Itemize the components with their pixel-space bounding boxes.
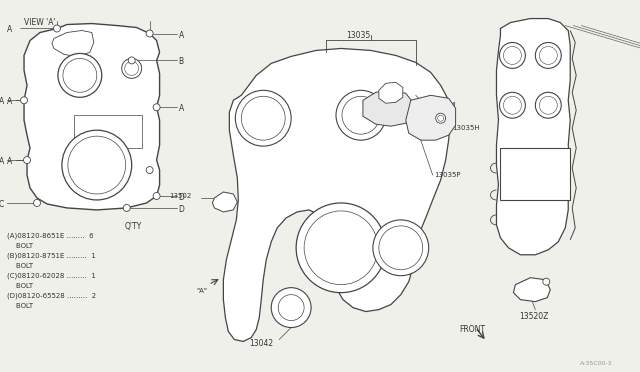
Text: BOLT: BOLT (7, 302, 33, 309)
Text: 13035M: 13035M (428, 102, 456, 108)
Circle shape (20, 97, 28, 104)
Circle shape (68, 136, 125, 194)
Circle shape (499, 92, 525, 118)
Circle shape (304, 211, 378, 285)
Text: A: A (7, 25, 12, 33)
Circle shape (128, 57, 135, 64)
Text: (B)08120-8751E .........  1: (B)08120-8751E ......... 1 (7, 253, 96, 259)
Circle shape (296, 203, 386, 293)
Text: 13502: 13502 (169, 193, 191, 199)
Text: BOLT: BOLT (7, 243, 33, 249)
Circle shape (379, 226, 422, 270)
Circle shape (278, 295, 304, 321)
Text: (A)08120-8651E ........  6: (A)08120-8651E ........ 6 (7, 233, 93, 239)
Circle shape (535, 42, 561, 68)
Circle shape (33, 199, 40, 206)
Text: A: A (7, 157, 12, 166)
Polygon shape (379, 82, 403, 103)
Text: 13035: 13035 (346, 31, 370, 39)
Text: A-35C00-3: A-35C00-3 (580, 362, 613, 366)
Text: C: C (0, 200, 4, 209)
Text: A: A (179, 31, 184, 39)
Circle shape (24, 157, 31, 164)
Text: BOLT: BOLT (7, 263, 33, 269)
Circle shape (58, 54, 102, 97)
Circle shape (122, 58, 141, 78)
Polygon shape (24, 23, 159, 210)
Circle shape (63, 58, 97, 92)
Circle shape (535, 92, 561, 118)
Circle shape (336, 90, 386, 140)
Text: D: D (179, 205, 184, 214)
Text: D: D (179, 193, 184, 202)
Circle shape (146, 167, 153, 174)
Text: VIEW 'A': VIEW 'A' (24, 17, 56, 26)
Circle shape (342, 96, 380, 134)
Circle shape (373, 220, 429, 276)
Circle shape (543, 278, 550, 285)
Polygon shape (497, 19, 570, 255)
Text: BOLT: BOLT (7, 283, 33, 289)
Text: Q'TY: Q'TY (124, 222, 141, 231)
Text: 13042: 13042 (249, 340, 273, 349)
Circle shape (236, 90, 291, 146)
Text: 13520Z: 13520Z (520, 312, 548, 321)
Text: 13035H: 13035H (452, 125, 480, 131)
Polygon shape (363, 90, 413, 126)
Text: A: A (7, 97, 12, 106)
Polygon shape (406, 95, 456, 140)
Text: B: B (179, 57, 184, 67)
Text: A: A (179, 104, 184, 113)
Circle shape (146, 30, 153, 37)
Circle shape (124, 205, 130, 211)
Circle shape (153, 192, 160, 199)
Text: FRONT: FRONT (460, 324, 486, 334)
Text: A: A (0, 157, 4, 166)
Circle shape (153, 104, 160, 111)
Text: "A": "A" (196, 288, 207, 294)
Polygon shape (513, 278, 550, 302)
Text: A: A (0, 97, 4, 106)
Text: (D)08120-65528 .........  2: (D)08120-65528 ......... 2 (7, 293, 96, 299)
Polygon shape (52, 31, 94, 57)
Polygon shape (223, 48, 451, 341)
Circle shape (271, 288, 311, 327)
Text: 13035P: 13035P (435, 172, 461, 178)
Circle shape (499, 42, 525, 68)
Text: 13049F: 13049F (373, 108, 399, 114)
Circle shape (62, 130, 132, 200)
Polygon shape (500, 148, 570, 200)
Circle shape (54, 25, 60, 32)
Text: (C)08120-62028 .........  1: (C)08120-62028 ......... 1 (7, 273, 96, 279)
Circle shape (241, 96, 285, 140)
Circle shape (436, 113, 445, 123)
Polygon shape (212, 192, 237, 212)
